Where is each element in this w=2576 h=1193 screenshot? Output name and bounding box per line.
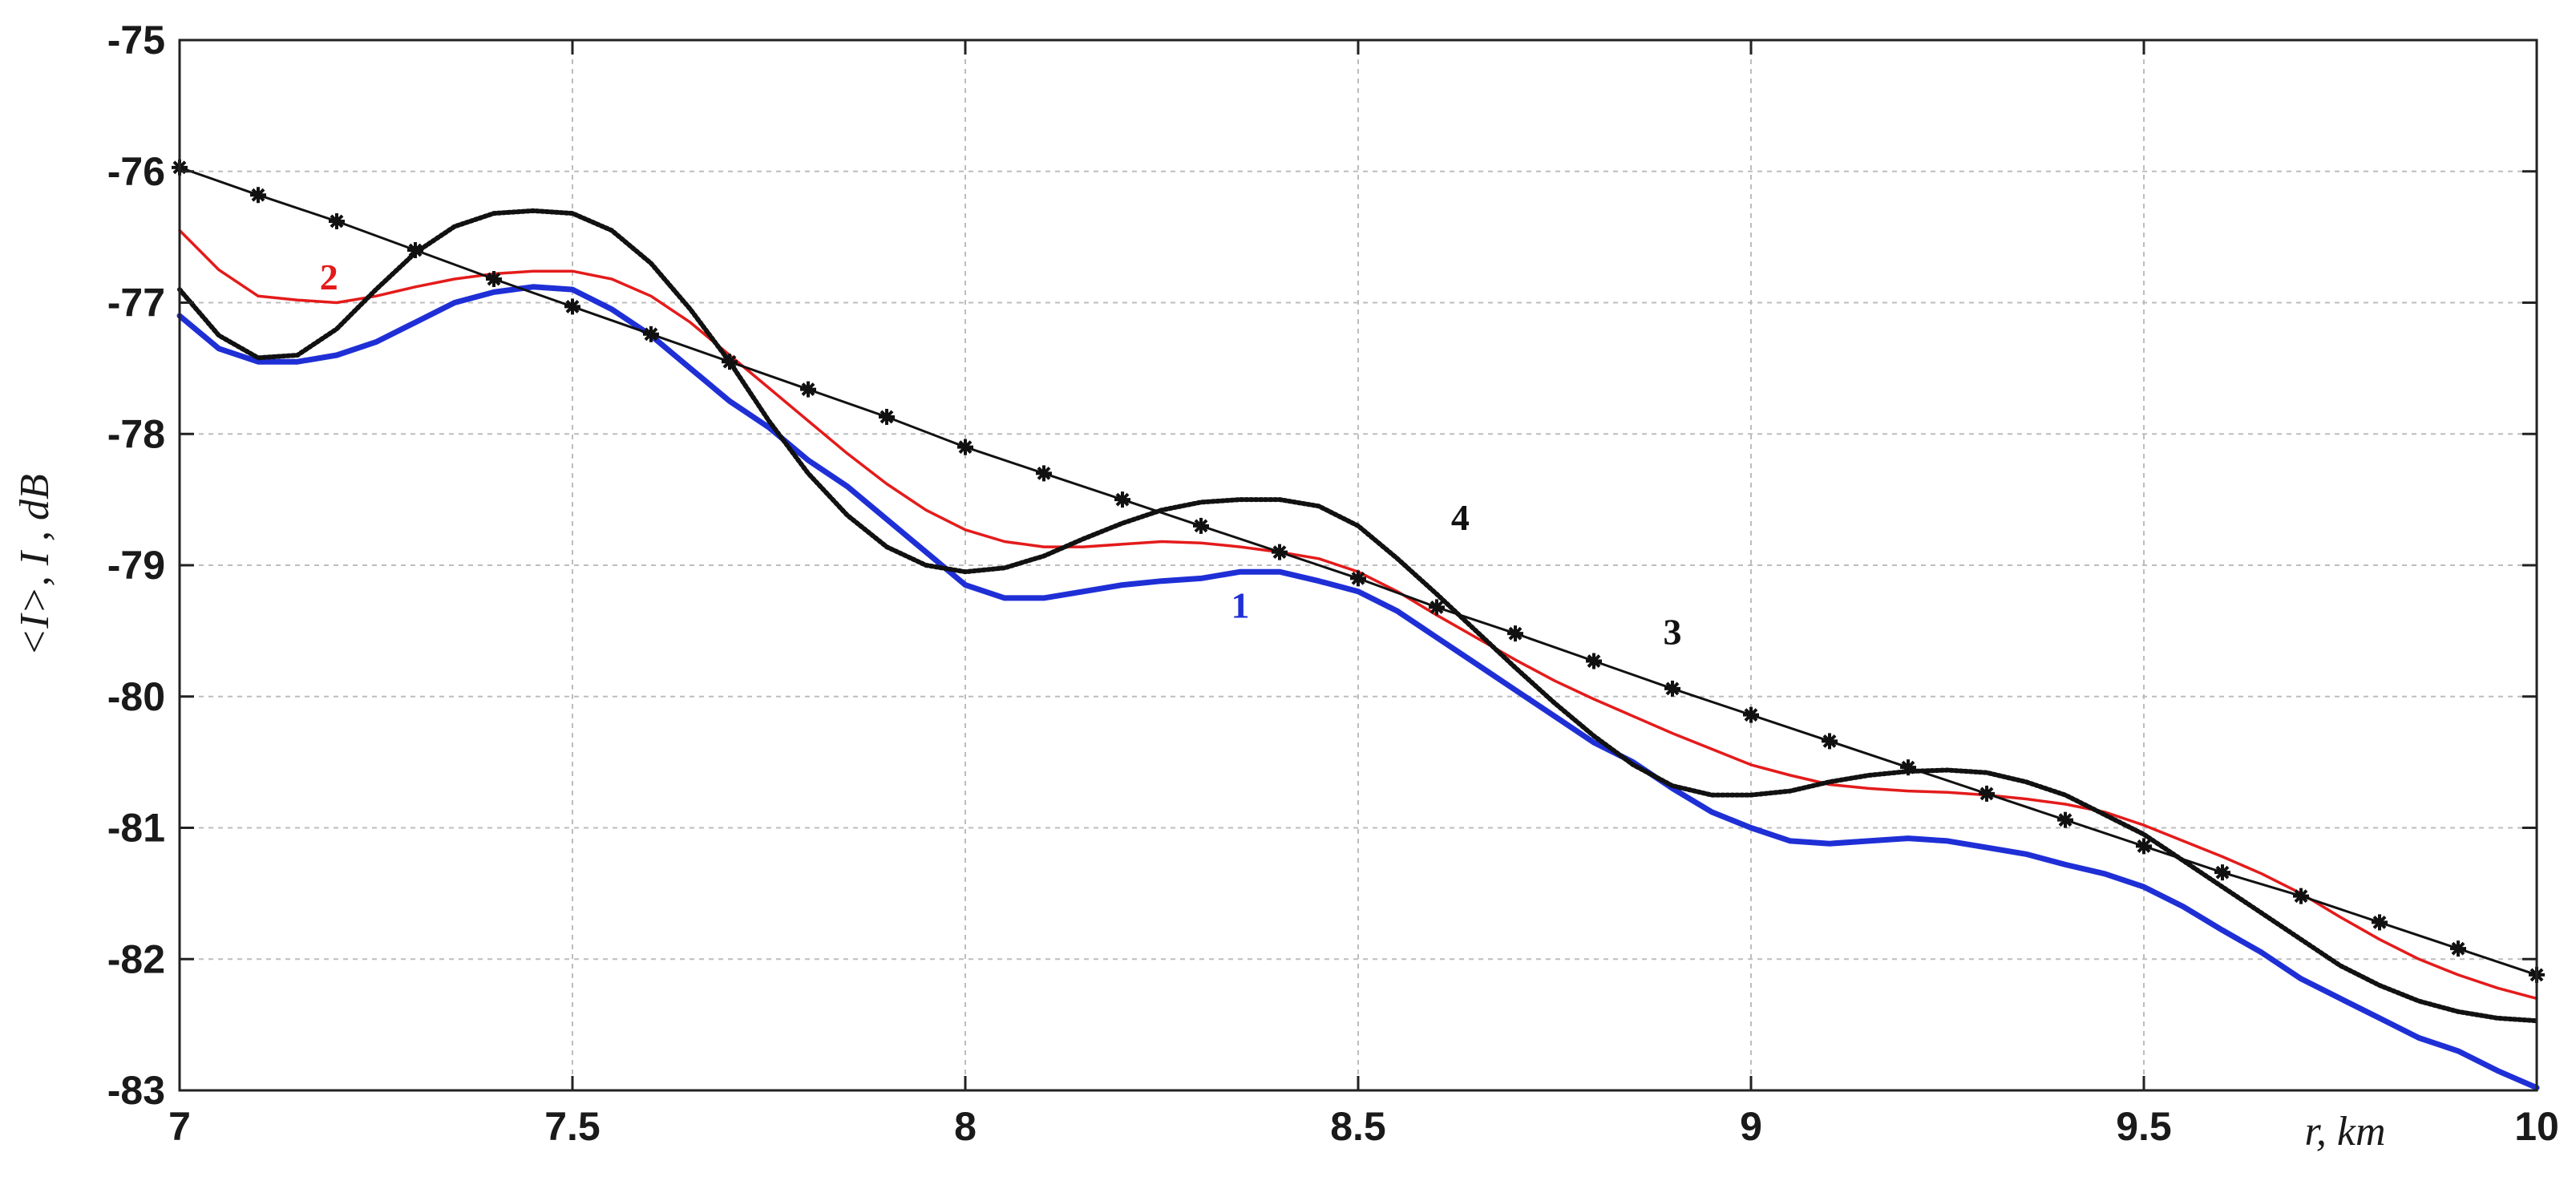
series-layer bbox=[172, 159, 2545, 1091]
series-3-marker bbox=[564, 298, 580, 315]
x-tick-label: 8 bbox=[954, 1104, 977, 1149]
series-3-marker bbox=[1036, 465, 1052, 482]
series-3-marker bbox=[1586, 653, 1602, 669]
series-4-line bbox=[177, 208, 2539, 1024]
y-tick-label: -79 bbox=[107, 543, 165, 588]
series-3-marker bbox=[1979, 785, 1995, 802]
ticks: 7 7.5 8 8.5 9 9.5 10 -75 -76 -77 -78 -79 -80 -81 -82 -8… bbox=[107, 18, 2559, 1149]
curve-label-1: 1 bbox=[1231, 585, 1250, 626]
curve-label-4: 4 bbox=[1451, 497, 1470, 538]
y-tick-label: -81 bbox=[107, 806, 165, 851]
series-3-marker bbox=[2372, 914, 2388, 931]
y-tick-label: -75 bbox=[107, 18, 165, 63]
series-3-marker bbox=[2214, 864, 2230, 881]
series-3-marker bbox=[2136, 838, 2152, 855]
series-3-marker bbox=[1272, 544, 1288, 560]
x-tick-label: 7.5 bbox=[544, 1104, 601, 1149]
series-3-marker bbox=[879, 408, 895, 425]
series-3-marker bbox=[957, 439, 973, 455]
series-3-marker bbox=[1114, 491, 1130, 508]
curve-labels: 2 1 4 3 bbox=[320, 257, 1682, 652]
series-3-marker bbox=[1507, 625, 1523, 642]
y-tick-label: -83 bbox=[107, 1068, 165, 1113]
y-tick-label: -76 bbox=[107, 149, 165, 194]
series-3-marker bbox=[643, 326, 659, 342]
series-3-marker bbox=[2293, 888, 2309, 904]
series-3-marker bbox=[2450, 940, 2466, 957]
series-3-marker bbox=[1193, 517, 1209, 534]
y-axis-title: <I>, I , dB bbox=[12, 474, 58, 657]
series-3-marker bbox=[1822, 733, 1838, 750]
series-3-marker bbox=[2057, 811, 2073, 828]
curve-label-2: 2 bbox=[320, 257, 338, 297]
y-tick-label: -78 bbox=[107, 411, 165, 456]
series-3-marker bbox=[800, 381, 816, 398]
series-3-marker bbox=[250, 187, 266, 204]
y-tick-label: -82 bbox=[107, 936, 165, 981]
series-3-marker bbox=[1350, 570, 1366, 587]
series-3-marker bbox=[1743, 706, 1759, 723]
series-3-marker bbox=[1664, 680, 1680, 697]
y-tick-label: -77 bbox=[107, 281, 165, 326]
curve-label-3: 3 bbox=[1664, 611, 1682, 652]
x-tick-label: 7 bbox=[168, 1104, 191, 1149]
x-tick-label: 9 bbox=[1740, 1104, 1762, 1149]
x-tick-label: 9.5 bbox=[2116, 1104, 2172, 1149]
series-3-marker bbox=[1429, 599, 1445, 616]
y-tick-label: -80 bbox=[107, 674, 165, 719]
x-tick-label: 10 bbox=[2514, 1104, 2559, 1149]
series-3-marker bbox=[486, 271, 502, 288]
series-3-marker bbox=[329, 212, 345, 229]
x-axis-title: r, km bbox=[2304, 1109, 2385, 1155]
series-1-line bbox=[176, 284, 2540, 1091]
x-tick-label: 8.5 bbox=[1330, 1104, 1386, 1149]
